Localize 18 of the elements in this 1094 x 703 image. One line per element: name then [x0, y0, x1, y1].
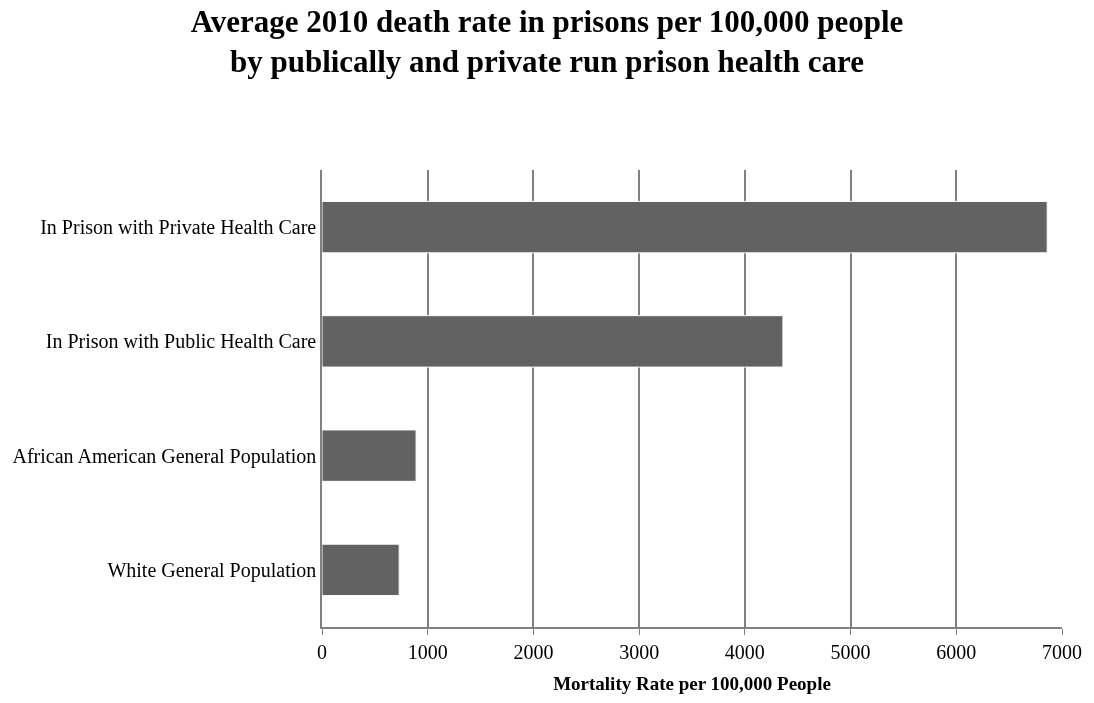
bar	[322, 200, 1048, 254]
bar	[322, 543, 400, 597]
y-tick-label: In Prison with Public Health Care	[45, 330, 317, 353]
bar	[322, 315, 784, 368]
x-tick-label: 7000	[1042, 640, 1082, 663]
y-tick-label: African American General Population	[12, 444, 317, 468]
y-tick-label: White General Population	[107, 558, 317, 582]
x-tick-label: 5000	[830, 640, 871, 663]
x-tick-label: 0	[317, 640, 327, 663]
x-tick-label: 3000	[619, 640, 660, 663]
y-tick-label: In Prison with Private Health Care	[40, 216, 317, 239]
chart-title: Average 2010 death rate in prisons per 100,000 people by publically and private run prison health care	[190, 3, 904, 79]
x-axis-title: Mortality Rate per 100,000 People	[553, 673, 831, 695]
x-tick-label: 4000	[724, 640, 765, 663]
bar	[322, 429, 417, 482]
x-tick-label: 2000	[513, 640, 554, 663]
x-tick-label: 1000	[407, 640, 448, 663]
x-tick-label: 6000	[936, 640, 977, 663]
